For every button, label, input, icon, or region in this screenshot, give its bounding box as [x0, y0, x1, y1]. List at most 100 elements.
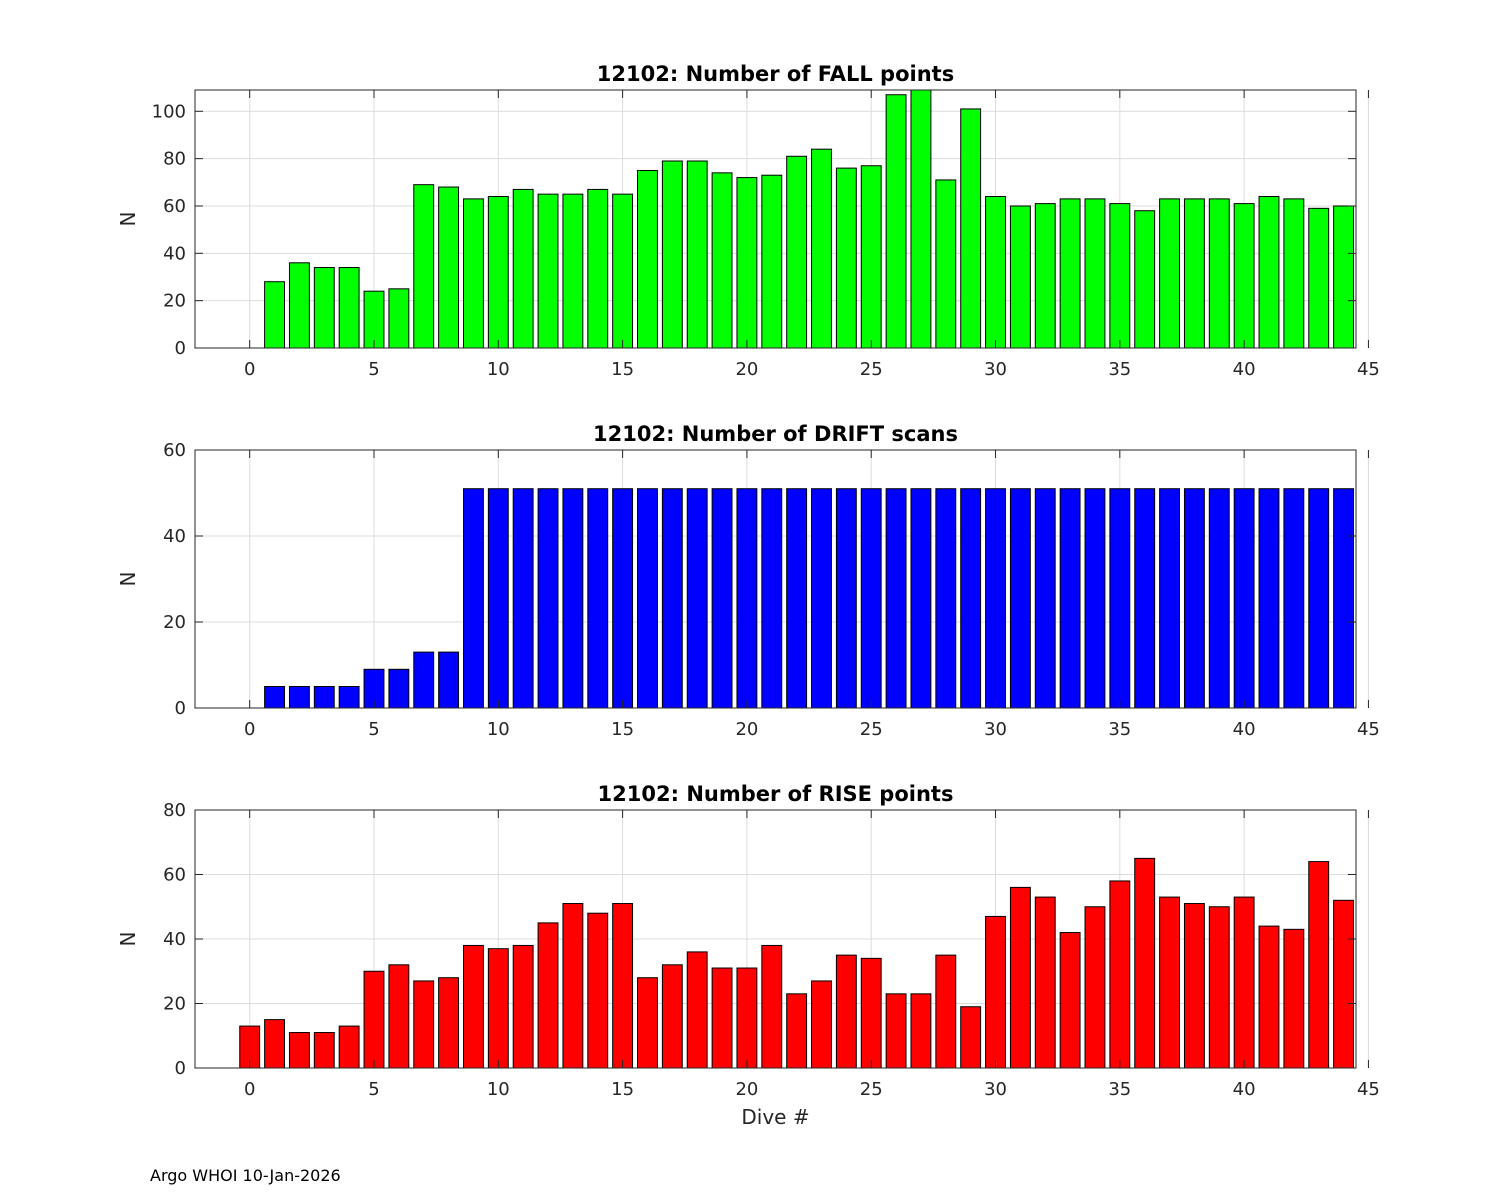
- y-tick-label: 60: [163, 196, 186, 217]
- bar: [1034, 488, 1056, 709]
- bar: [1159, 198, 1180, 349]
- bar: [1283, 928, 1305, 1069]
- x-tick-label: 45: [1357, 1079, 1380, 1100]
- bar: [960, 108, 982, 349]
- bar: [985, 196, 1006, 349]
- chart-panel-2: 0 5 10 15 20 25 30 35 40 45 0 20 40 60 12102: Number o…: [116, 422, 1380, 740]
- y-tick-label: 60: [163, 865, 186, 886]
- bar: [761, 488, 783, 709]
- bar: [1183, 198, 1205, 349]
- bar: [462, 488, 484, 709]
- bar: [587, 188, 609, 349]
- bar: [288, 686, 310, 709]
- bar: [1059, 488, 1081, 709]
- x-tick-label: 15: [611, 1079, 634, 1100]
- bar: [388, 964, 410, 1069]
- bar: [1059, 932, 1081, 1069]
- chart-title: 12102: Number of FALL points: [597, 62, 954, 86]
- y-tick-label: 40: [163, 929, 186, 950]
- bar: [1134, 857, 1156, 1069]
- bar: [1034, 203, 1056, 349]
- bar: [264, 686, 285, 709]
- x-tick-label: 5: [368, 1079, 379, 1100]
- bar: [811, 488, 832, 709]
- y-tick-label: 100: [152, 101, 186, 122]
- bar: [860, 165, 882, 349]
- x-tick-label: 5: [368, 719, 379, 740]
- x-axis-label: Dive #: [741, 1105, 809, 1129]
- bar: [487, 488, 509, 709]
- x-tick-label: 20: [735, 359, 758, 380]
- footer-text: Argo WHOI 10-Jan-2026: [150, 1166, 341, 1185]
- x-tick-label: 15: [611, 719, 634, 740]
- bar: [562, 488, 584, 709]
- chart-title: 12102: Number of DRIFT scans: [593, 422, 958, 446]
- x-tick-label: 0: [244, 719, 255, 740]
- x-tick-label: 0: [244, 1079, 255, 1100]
- bar: [438, 977, 460, 1069]
- bar: [264, 1019, 285, 1069]
- y-tick-label: 80: [163, 800, 186, 821]
- bar: [487, 948, 509, 1069]
- bar: [1233, 896, 1255, 1069]
- bar: [388, 668, 410, 709]
- bar: [612, 903, 634, 1069]
- y-tick-label: 0: [175, 698, 186, 719]
- bar: [1283, 198, 1305, 349]
- bar: [363, 970, 385, 1069]
- bar: [338, 686, 360, 709]
- y-tick-label: 20: [163, 612, 186, 633]
- bar: [686, 160, 708, 349]
- bar: [363, 290, 385, 349]
- bar: [1034, 896, 1056, 1069]
- x-tick-label: 20: [735, 719, 758, 740]
- bar: [313, 267, 335, 349]
- bar: [786, 993, 808, 1069]
- bar: [835, 488, 857, 709]
- x-tick-label: 5: [368, 359, 379, 380]
- x-tick-label: 0: [244, 359, 255, 380]
- bar: [711, 967, 733, 1069]
- bar: [885, 993, 907, 1069]
- bar: [438, 651, 460, 709]
- x-tick-label: 40: [1233, 359, 1256, 380]
- y-tick-label: 80: [163, 149, 186, 170]
- bar: [388, 288, 410, 349]
- bar: [512, 488, 534, 709]
- bar: [413, 651, 435, 709]
- bar: [562, 903, 584, 1069]
- bar: [313, 1032, 335, 1069]
- bar: [338, 267, 360, 349]
- y-tick-label: 40: [163, 243, 186, 264]
- bar: [338, 1025, 360, 1069]
- x-tick-label: 10: [487, 1079, 510, 1100]
- bar: [1308, 861, 1330, 1069]
- bar: [811, 148, 832, 349]
- axes-box: [194, 89, 1357, 349]
- x-tick-label: 25: [860, 359, 883, 380]
- y-axis-label: N: [116, 932, 140, 947]
- y-axis-label: N: [116, 572, 140, 587]
- bar: [985, 488, 1006, 709]
- bar: [711, 172, 733, 349]
- bar: [661, 160, 683, 349]
- bar: [1233, 203, 1255, 349]
- y-tick-label: 20: [163, 994, 186, 1015]
- bar: [686, 951, 708, 1069]
- bar: [835, 167, 857, 349]
- chart-title: 12102: Number of RISE points: [598, 782, 954, 806]
- bar: [1283, 488, 1305, 709]
- bar: [811, 980, 832, 1069]
- bar: [1134, 488, 1156, 709]
- bar: [661, 488, 683, 709]
- bar: [686, 488, 708, 709]
- bar: [860, 957, 882, 1069]
- bar: [612, 193, 634, 349]
- bar: [761, 174, 783, 349]
- y-tick-label: 0: [175, 338, 186, 359]
- bar: [1009, 488, 1031, 709]
- x-tick-label: 30: [984, 1079, 1007, 1100]
- bar: [736, 177, 758, 349]
- bar: [537, 922, 559, 1069]
- bar: [985, 915, 1006, 1069]
